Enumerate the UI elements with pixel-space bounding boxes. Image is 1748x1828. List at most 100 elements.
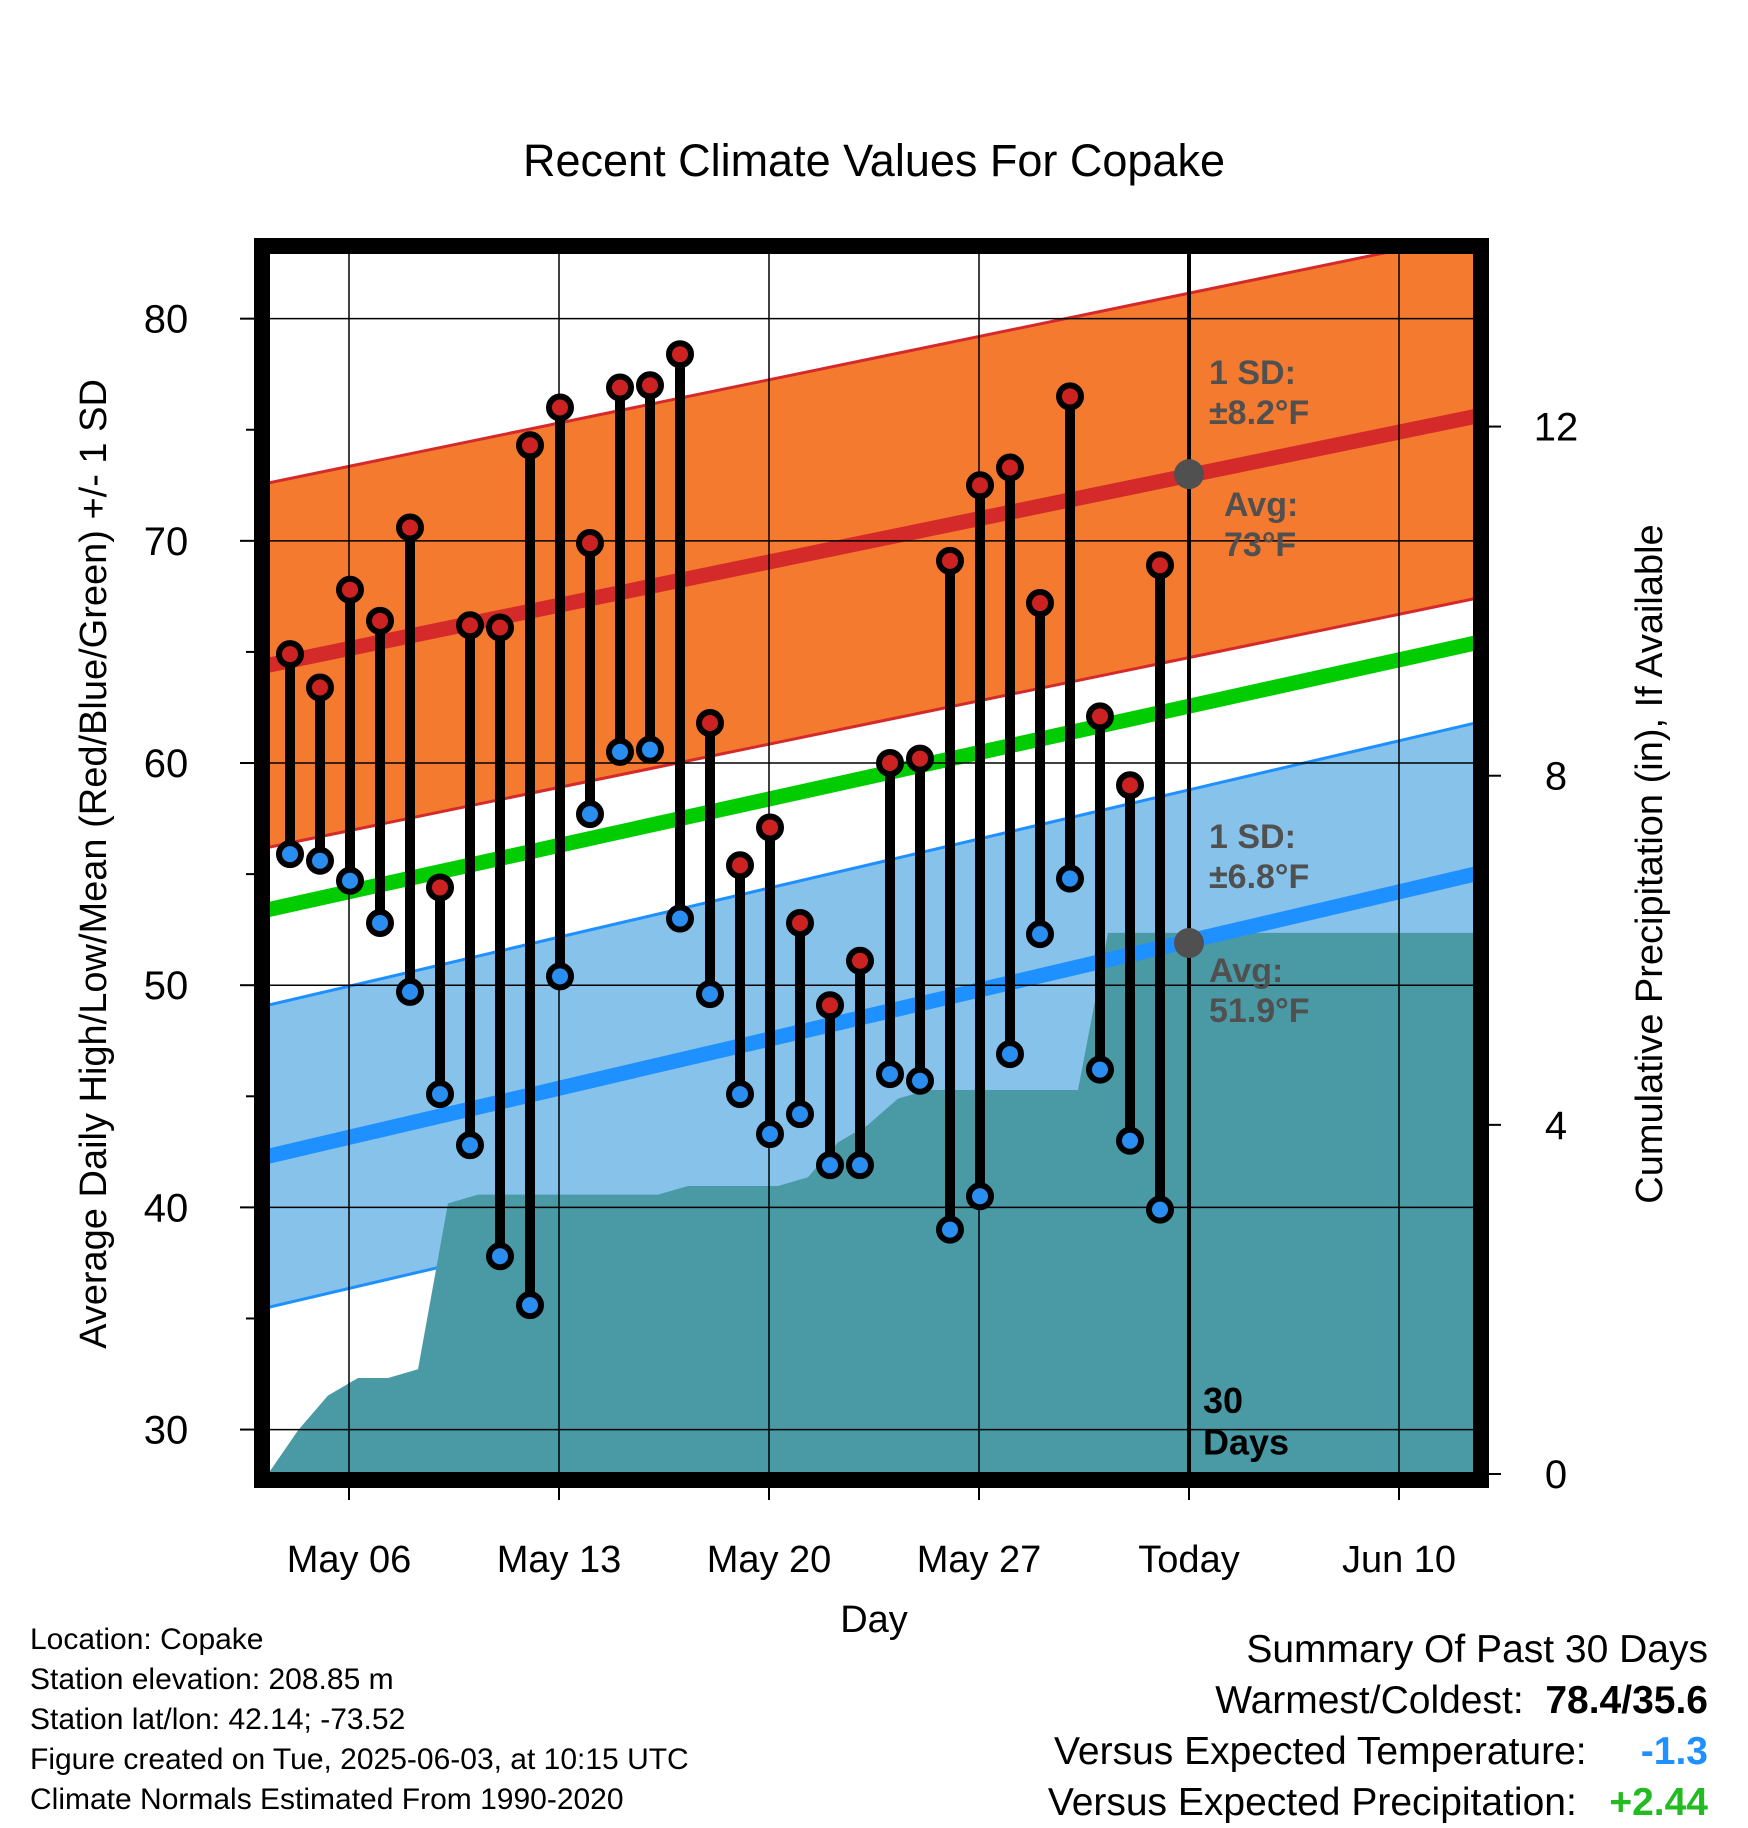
high-point (996, 453, 1024, 482)
high-point (1026, 589, 1054, 618)
low-point (696, 980, 724, 1009)
high-point (846, 946, 874, 975)
y2-tick-label: 4 (1545, 1104, 1567, 1148)
low-point (876, 1060, 904, 1089)
high-sd-annotation: 1 SD: ±8.2°F (1209, 354, 1309, 432)
elevation-text: Station elevation: 208.85 m (30, 1663, 394, 1696)
temp-value: -1.3 (1640, 1730, 1708, 1773)
days-marker-label: 30 Days (1203, 1380, 1289, 1462)
station-info: Location: Copake Station elevation: 208.… (30, 1620, 689, 1820)
latlon-text: Station lat/lon: 42.14; -73.52 (30, 1703, 406, 1736)
low-point (816, 1151, 844, 1180)
precip-value: +2.44 (1609, 1781, 1708, 1824)
low-point (906, 1066, 934, 1095)
high-point (756, 813, 784, 842)
low-point (486, 1242, 514, 1271)
high-point (1146, 551, 1174, 580)
low-point (636, 735, 664, 764)
low-point (276, 840, 304, 869)
low-sd-annotation: 1 SD: ±6.8°F (1209, 818, 1309, 896)
plot-area: 1 SD: ±8.2°F Avg: 73°F 1 SD: ±6.8°F Avg: 51.9°F… (144, 238, 1579, 1581)
summary-panel: Summary Of Past 30 Days Warmest/Coldest:… (1048, 1624, 1708, 1828)
high-point (486, 613, 514, 642)
low-point (576, 800, 604, 829)
high-point (786, 908, 814, 937)
y-axis-label: Average Daily High/Low/Mean (Red/Blue/Gr… (73, 379, 115, 1349)
high-point (876, 749, 904, 778)
x-tick-label: Today (1138, 1539, 1239, 1581)
y2-tick-label: 12 (1534, 406, 1579, 450)
plot-frame (254, 238, 1489, 1488)
high-point (366, 606, 394, 635)
low-point (546, 962, 574, 991)
created-text: Figure created on Tue, 2025-06-03, at 10… (30, 1743, 689, 1776)
y2-tick-label: 8 (1545, 755, 1567, 799)
low-point (606, 737, 634, 766)
plot-inner (268, 252, 1475, 1474)
location-text: Location: Copake (30, 1623, 264, 1656)
high-point (906, 744, 934, 773)
x-tick-label: Jun 10 (1342, 1539, 1456, 1581)
low-point (756, 1120, 784, 1149)
low-point (426, 1080, 454, 1109)
low-point (366, 908, 394, 937)
x-tick-label: May 20 (707, 1539, 832, 1581)
high-point (1116, 771, 1144, 800)
summary-precip-row: Versus Expected Precipitation: +2.44 (1048, 1777, 1708, 1828)
high-point (456, 611, 484, 640)
high-point (396, 513, 424, 542)
y-tick-label: 60 (144, 742, 189, 786)
low-point (396, 977, 424, 1006)
high-point (1086, 702, 1114, 731)
low-point (666, 904, 694, 933)
y-tick-label: 70 (144, 520, 189, 564)
low-point (966, 1182, 994, 1211)
high-point (1056, 382, 1084, 411)
low-point (996, 1040, 1024, 1069)
low-point (516, 1291, 544, 1320)
low-avg-annotation: Avg: 51.9°F (1209, 952, 1310, 1030)
precip-area (268, 932, 1475, 1474)
low-point (936, 1215, 964, 1244)
x-tick-label: May 06 (287, 1539, 412, 1581)
low-point (1086, 1055, 1114, 1084)
high-point (546, 393, 574, 422)
y-tick-label: 50 (144, 964, 189, 1008)
low-point (726, 1080, 754, 1109)
today-high-avg-marker (1174, 459, 1204, 490)
low-point (1056, 864, 1084, 893)
y2-tick-label: 0 (1545, 1453, 1567, 1497)
high-normal-upper-sd-line (268, 252, 1397, 485)
high-point (576, 529, 604, 558)
high-point (636, 371, 664, 400)
low-point (306, 846, 334, 875)
low-point (456, 1131, 484, 1160)
high-point (336, 575, 364, 604)
summary-temp-row: Versus Expected Temperature: -1.3 (1048, 1726, 1708, 1777)
precip-label: Versus Expected Precipitation: (1047, 1781, 1577, 1824)
warmest-value: 78.4/35.6 (1545, 1679, 1708, 1722)
y-tick-label: 40 (144, 1186, 189, 1230)
high-point (696, 709, 724, 738)
x-tick-label: May 13 (497, 1539, 622, 1581)
low-point (846, 1151, 874, 1180)
high-point (816, 991, 844, 1020)
low-point (1116, 1126, 1144, 1155)
y-tick-label: 30 (144, 1409, 189, 1453)
high-point (276, 640, 304, 669)
high-point (966, 471, 994, 500)
summary-title: Summary Of Past 30 Days (1246, 1628, 1708, 1671)
x-axis-label: Day (840, 1599, 908, 1641)
low-point (336, 866, 364, 895)
summary-warmest-row: Warmest/Coldest: 78.4/35.6 (1048, 1675, 1708, 1726)
high-point (306, 673, 334, 702)
high-point (666, 340, 694, 369)
y-tick-label: 80 (144, 298, 189, 342)
high-point (606, 373, 634, 402)
high-point (516, 431, 544, 460)
y2-axis-label: Cumulative Precipitation (in), If Availa… (1629, 524, 1671, 1203)
high-normal-band (268, 252, 1475, 848)
warmest-label: Warmest/Coldest: (1215, 1679, 1524, 1722)
chart-title: Recent Climate Values For Copake (523, 135, 1225, 186)
